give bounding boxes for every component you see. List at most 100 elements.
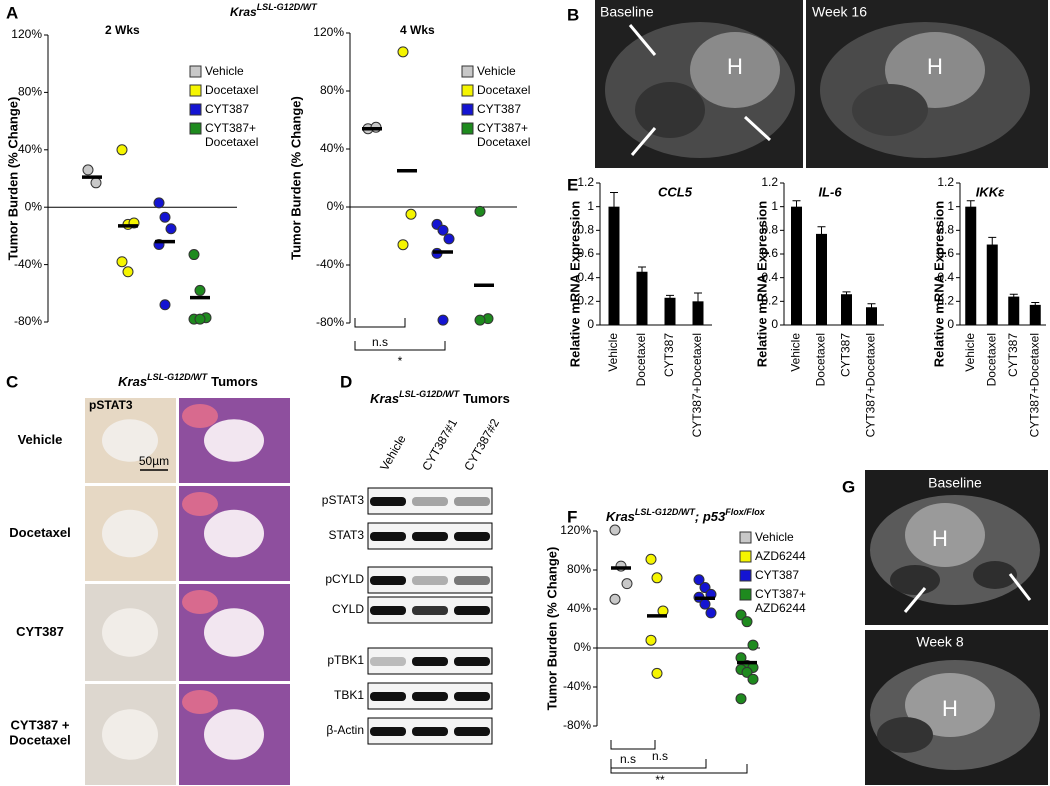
- ihc-lumen: [102, 419, 158, 462]
- panel-letter: A: [6, 3, 18, 22]
- stain-label: pSTAT3: [89, 398, 133, 412]
- text-line: CYT387+: [755, 587, 806, 601]
- blot-band: [412, 532, 448, 541]
- blot-band: [370, 657, 406, 666]
- legend-label: Vehicle: [205, 64, 244, 78]
- legend-swatch: [739, 531, 752, 544]
- x-tick-label: Docetaxel: [984, 333, 998, 386]
- y-tick-label: 0.8: [577, 223, 594, 237]
- legend-label: Docetaxel: [477, 83, 530, 97]
- he-stroma: [182, 404, 218, 428]
- y-axis-label: Tumor Burden (% Change): [288, 96, 303, 260]
- y-tick-label: 1.2: [761, 175, 778, 189]
- row-label: Vehicle: [18, 432, 63, 447]
- legend-label: CYT387+ Docetaxel: [477, 121, 530, 149]
- gene: Kras: [230, 5, 257, 19]
- legend-swatch: [461, 103, 474, 116]
- y-axis-label: Tumor Burden (% Change): [544, 547, 559, 711]
- legend-label: CYT387: [205, 102, 249, 116]
- legend-label: CYT387+ AZD6244: [755, 587, 806, 615]
- significance-label: n.s: [652, 749, 668, 763]
- ihc-lumen: [102, 608, 158, 657]
- error-bar: [1009, 293, 1018, 300]
- data-point: [699, 598, 711, 610]
- legend-swatch: [461, 65, 474, 78]
- title-rest: Tumors: [211, 374, 258, 389]
- data-point: [116, 144, 128, 156]
- panel-letter: B: [567, 5, 579, 24]
- legend-label: Vehicle: [755, 530, 794, 544]
- he-lumen: [204, 608, 264, 657]
- y-axis-label: Relative mRNA Expression: [754, 201, 769, 367]
- y-tick-label: 40%: [320, 141, 344, 155]
- title-rest: Tumors: [463, 391, 510, 406]
- y-tick-label: 1.2: [937, 175, 954, 189]
- x-tick-label: CYT387+Docetaxel: [690, 333, 704, 437]
- lane-label: CYT387#1: [419, 416, 460, 473]
- bar: [664, 297, 676, 325]
- data-point: [90, 177, 102, 189]
- blot-band: [454, 727, 490, 736]
- gene: Kras: [370, 391, 399, 406]
- y-tick-label: -40%: [14, 257, 42, 271]
- x-tick-label: Vehicle: [606, 333, 620, 372]
- data-point: [735, 609, 747, 621]
- y-tick-label: -80%: [14, 314, 42, 328]
- y-tick-label: 0.4: [937, 270, 954, 284]
- y-tick-label: 0.4: [761, 270, 778, 284]
- legend-swatch: [461, 122, 474, 135]
- data-point: [194, 313, 206, 325]
- data-point: [474, 314, 486, 326]
- y-axis-label: Relative mRNA Expression: [931, 201, 946, 367]
- blot-band: [412, 692, 448, 701]
- y-tick-label: 0.8: [937, 223, 954, 237]
- title-part: LSL-G12D/WT: [635, 507, 697, 517]
- blot-band: [370, 576, 406, 585]
- chart-title: IL-6: [818, 184, 842, 199]
- blot-band: [454, 532, 490, 541]
- blot-band: [412, 497, 448, 506]
- mri-image: [865, 470, 1048, 785]
- blot-band: [454, 576, 490, 585]
- y-tick-label: 0: [771, 317, 778, 331]
- data-point: [165, 223, 177, 235]
- error-bar: [638, 266, 646, 277]
- chart-title: KrasLSL-G12D/WT; p53Flox/Flox: [606, 507, 766, 524]
- data-point: [699, 582, 711, 594]
- legend-label: CYT387+ Docetaxel: [205, 121, 258, 149]
- blot-band: [454, 606, 490, 615]
- legend-swatch: [189, 84, 202, 97]
- y-tick-label: 0.6: [761, 246, 778, 260]
- significance-label: *: [398, 354, 403, 368]
- y-tick-label: 80%: [320, 83, 344, 97]
- mri-image: [595, 0, 1048, 168]
- text-line: CYT387 +: [11, 718, 70, 733]
- text-line: Docetaxel: [9, 733, 70, 748]
- panel-title: KrasLSL-G12D/WT Tumors: [118, 372, 258, 389]
- y-tick-label: 0%: [25, 199, 43, 213]
- blot-label: pSTAT3: [322, 493, 365, 507]
- text-line: Docetaxel: [205, 135, 258, 149]
- blot-band: [412, 657, 448, 666]
- data-point: [437, 314, 449, 326]
- text-line: Docetaxel: [477, 135, 530, 149]
- blot-label: CYLD: [332, 602, 364, 616]
- data-point: [747, 673, 759, 685]
- y-tick-label: 0.2: [937, 294, 954, 308]
- error-bar: [817, 226, 826, 242]
- y-tick-label: 0.2: [761, 294, 778, 308]
- heart-label: H: [942, 696, 958, 721]
- chart-title: 4 Wks: [400, 23, 435, 37]
- error-bar: [666, 294, 674, 301]
- y-tick-label: 0%: [327, 199, 345, 213]
- text-line: CYT387+: [205, 121, 256, 135]
- blot-band: [370, 727, 406, 736]
- data-point: [741, 666, 753, 678]
- error-bar: [867, 303, 876, 312]
- x-tick-label: Docetaxel: [634, 333, 648, 386]
- blot-label: pCYLD: [325, 572, 364, 586]
- title-part: Flox/Flox: [725, 507, 765, 517]
- significance-label: n.s: [620, 752, 636, 766]
- y-tick-label: 40%: [18, 142, 42, 156]
- error-bar: [694, 292, 702, 311]
